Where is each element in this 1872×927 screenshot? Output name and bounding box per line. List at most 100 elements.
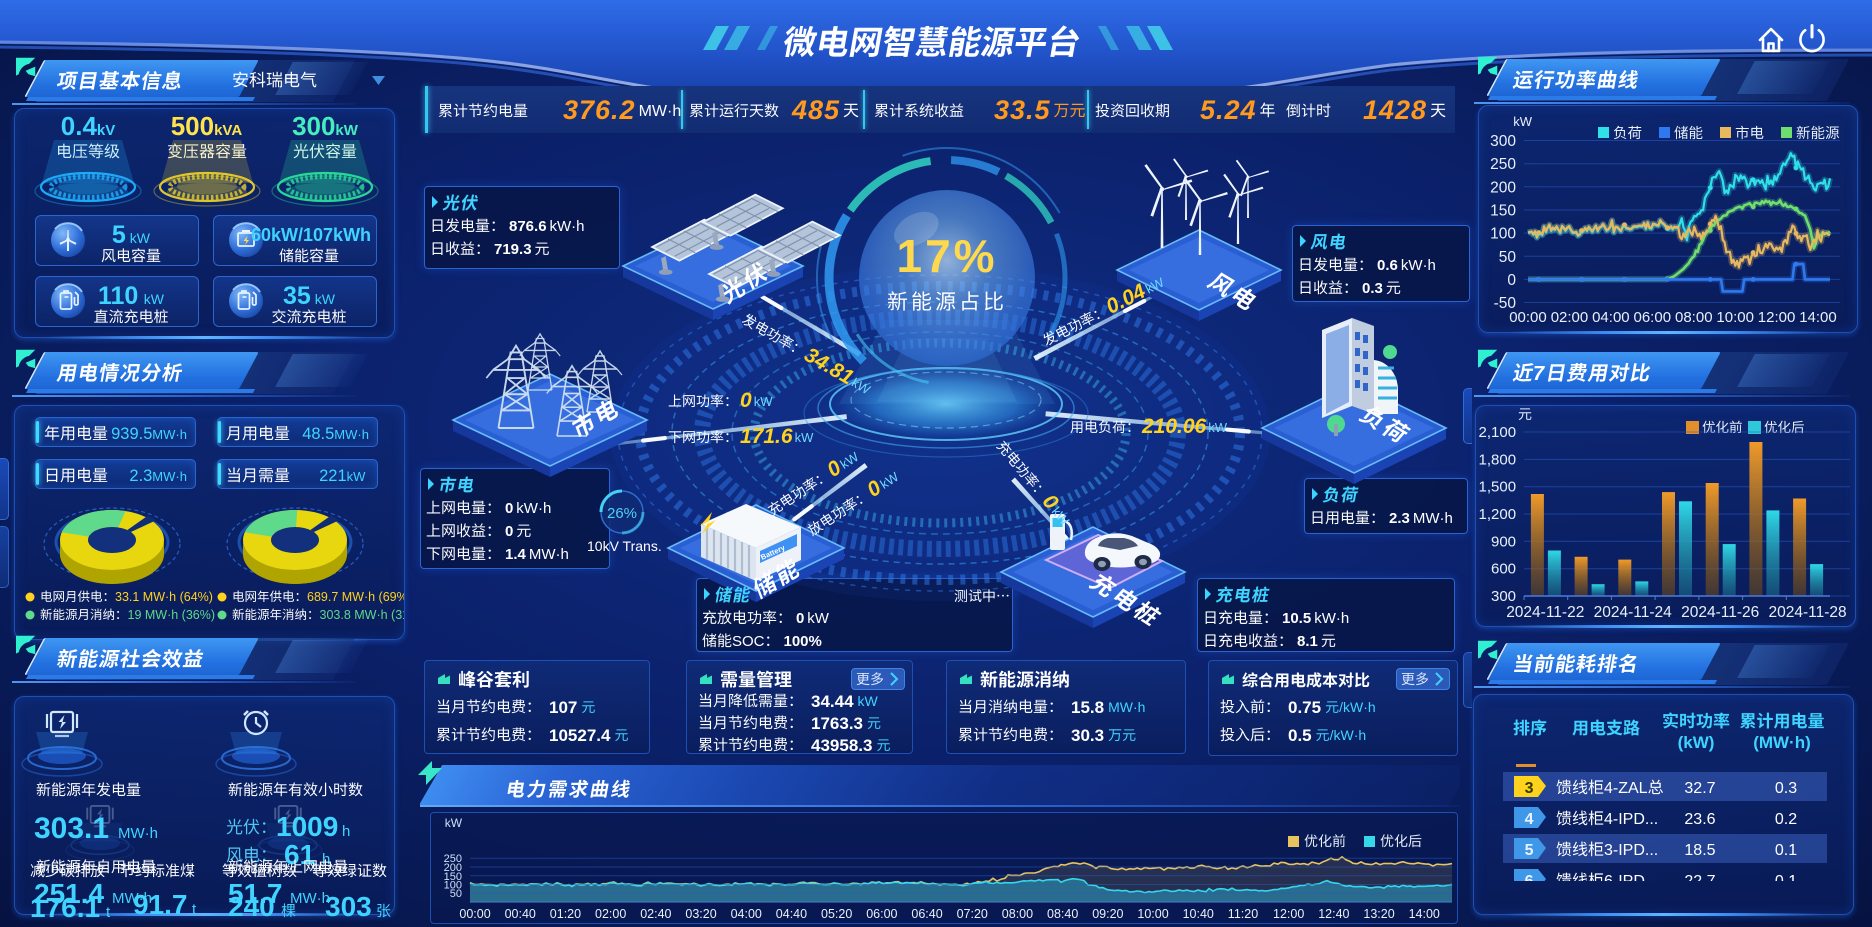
svg-text:2024-11-22: 2024-11-22 [1506,604,1584,621]
svg-text:kW·h: kW·h [550,218,585,235]
svg-text:06:00: 06:00 [1634,309,1672,326]
svg-text:00:40: 00:40 [505,907,536,921]
svg-text:12:00: 12:00 [1758,309,1796,326]
svg-text:150: 150 [1490,203,1516,220]
svg-text:14:00: 14:00 [1799,309,1837,326]
svg-text:485: 485 [791,95,840,125]
svg-text:221: 221 [319,467,347,485]
svg-text:0: 0 [505,523,513,540]
svg-text:100: 100 [1490,226,1516,243]
svg-text:MW·h: MW·h [1108,699,1145,715]
svg-text:kW: kW [335,122,358,139]
svg-text:100%: 100% [784,633,822,650]
svg-text:h: h [342,823,350,840]
svg-text:2024-11-24: 2024-11-24 [1594,604,1673,621]
svg-text:kVA: kVA [214,122,242,139]
svg-text:33.1 MW·h (64%): 33.1 MW·h (64%) [115,590,213,604]
svg-text:SOC: SOC [732,633,765,650]
svg-text:08:00: 08:00 [1675,309,1713,326]
svg-text:/kW·h: /kW·h [1330,727,1367,743]
svg-text:1763.3: 1763.3 [811,714,863,733]
svg-text:200: 200 [444,862,462,874]
svg-text:kW: kW [130,230,151,246]
svg-text:51.7: 51.7 [228,878,283,909]
svg-text:kW·h: kW·h [1401,257,1436,274]
svg-text:18.5: 18.5 [1684,842,1715,859]
svg-text:0.3: 0.3 [1362,280,1383,297]
svg-text:110: 110 [98,282,138,310]
svg-text:MW·h: MW·h [118,825,158,842]
svg-text:33.5: 33.5 [994,95,1051,125]
svg-text:171.6: 171.6 [740,425,793,448]
svg-text:250: 250 [1490,156,1516,173]
svg-text:876.6: 876.6 [509,218,547,235]
svg-text:09:20: 09:20 [1092,907,1123,921]
svg-text:600: 600 [1491,561,1516,578]
svg-text:MW·h: MW·h [112,890,152,907]
svg-text:500: 500 [171,111,214,141]
svg-text:kW: kW [858,693,879,709]
svg-text:11:20: 11:20 [1228,907,1258,921]
svg-text:300: 300 [1491,588,1516,605]
svg-text:300: 300 [1490,133,1516,150]
svg-text:7: 7 [1533,363,1545,385]
svg-text:3-IPD...: 3-IPD... [1604,842,1658,859]
svg-text:250: 250 [444,853,462,865]
svg-text:kW: kW [445,816,463,830]
svg-text:1,800: 1,800 [1479,451,1517,468]
svg-text:34.44: 34.44 [811,692,854,711]
svg-text:MW·h: MW·h [1413,510,1453,527]
svg-text:0: 0 [796,610,804,627]
svg-text:h: h [322,851,330,868]
svg-text:50: 50 [1499,249,1517,266]
svg-text:32.7: 32.7 [1684,780,1715,797]
svg-text:19 MW·h (36%): 19 MW·h (36%) [128,608,216,622]
svg-text:/kW·h: /kW·h [1339,699,1376,715]
svg-text:06:40: 06:40 [911,907,942,921]
svg-text:939.5: 939.5 [111,425,152,443]
svg-text:kW: kW [1513,114,1533,129]
svg-text:kW: kW [1208,420,1228,435]
svg-text:5.24: 5.24 [1200,95,1257,125]
svg-text:176.1: 176.1 [30,892,100,923]
svg-text:150: 150 [444,871,462,883]
svg-text:02:40: 02:40 [640,907,671,921]
svg-text:10:40: 10:40 [1183,907,1214,921]
svg-text:10kV Trans.: 10kV Trans. [587,538,662,554]
svg-text:376.2: 376.2 [563,95,636,125]
svg-text:04:40: 04:40 [776,907,807,921]
svg-text:719.3: 719.3 [494,241,532,258]
svg-text:15.8: 15.8 [1071,698,1104,717]
svg-text:1009: 1009 [276,811,338,842]
svg-text:6: 6 [1525,873,1534,890]
svg-text:MW·h: MW·h [290,890,330,907]
svg-text:10527.4: 10527.4 [549,726,611,745]
svg-text:(MW·h): (MW·h) [1753,733,1811,752]
svg-text:kW: kW [795,430,815,445]
svg-text:300: 300 [292,111,335,141]
svg-text:10.5: 10.5 [1282,610,1311,627]
svg-text:0.1: 0.1 [1775,873,1797,890]
svg-text:kV: kV [97,122,115,139]
svg-text:2024-11-28: 2024-11-28 [1769,604,1847,621]
svg-text:05:20: 05:20 [821,907,852,921]
svg-text:23.6: 23.6 [1684,811,1715,828]
svg-text:303.1: 303.1 [34,812,109,845]
svg-text:8.1: 8.1 [1297,633,1318,650]
svg-text:30.3: 30.3 [1071,726,1104,745]
svg-text:303.8 MW·h (31%: 303.8 MW·h (31% [320,608,421,622]
svg-text:0.2: 0.2 [1775,811,1797,828]
svg-text:100: 100 [444,880,462,892]
svg-text:210.06: 210.06 [1141,415,1207,438]
svg-text:00:00: 00:00 [1509,309,1547,326]
svg-text:17%: 17% [897,230,998,282]
svg-text:6-IPD: 6-IPD [1604,873,1645,890]
svg-text:07:20: 07:20 [957,907,988,921]
svg-text:91.7: 91.7 [133,889,188,920]
svg-text:0.5: 0.5 [1288,726,1312,745]
svg-text:12:00: 12:00 [1273,907,1304,921]
svg-text:48.5: 48.5 [302,425,334,443]
svg-text:MW·h: MW·h [152,469,187,484]
svg-text:200: 200 [1490,179,1516,196]
svg-text:(kW): (kW) [1678,733,1715,752]
